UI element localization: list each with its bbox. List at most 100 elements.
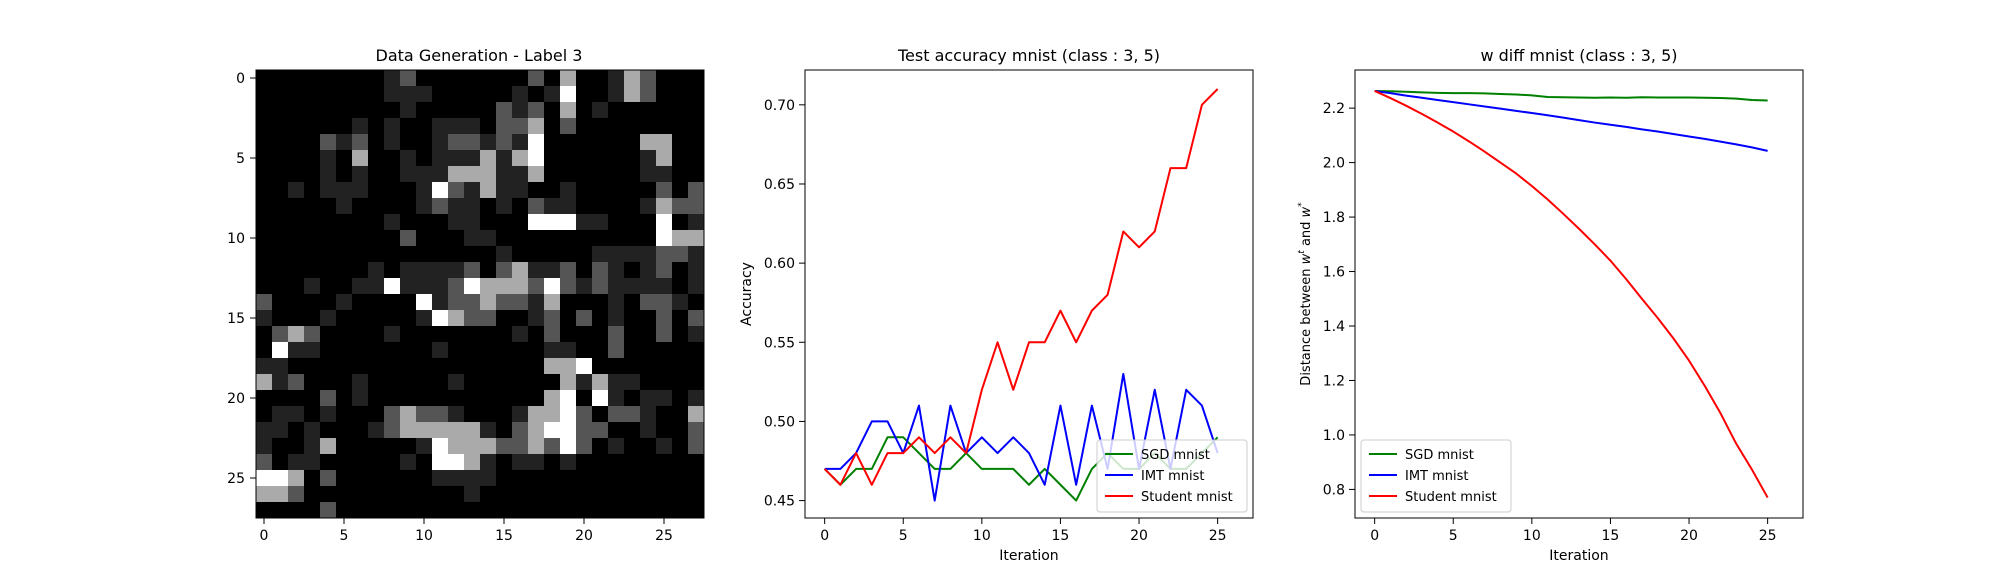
accuracy-y-label: Accuracy [739,262,755,326]
image-pixel [432,342,448,358]
image-pixel [528,454,544,470]
image-pixel [256,438,272,454]
image-pixel [560,102,576,118]
image-pixel [512,262,528,278]
wdiff-y-tick-label: 0.8 [1323,482,1345,498]
accuracy-y-tick-label: 0.55 [764,335,795,351]
image-pixel [320,182,336,198]
image-pixel [640,278,656,294]
wdiff-x-tick-label: 5 [1449,528,1458,544]
image-pixel [688,390,704,406]
image-pixel [624,374,640,390]
image-pixel [480,278,496,294]
image-pixel [480,230,496,246]
image-pixel [480,470,496,486]
image-pixel [464,486,480,502]
wdiff-legend: SGD mnist IMT mnist Student mnist [1360,439,1512,513]
image-pixel [496,150,512,166]
image-pixel [288,486,304,502]
image-pixel [432,406,448,422]
image-pixel [320,390,336,406]
wdiff-legend-box [1360,439,1512,513]
image-pixel [672,246,688,262]
image-pixel [400,454,416,470]
image-pixel [528,134,544,150]
image-pixel [528,438,544,454]
image-pixel [656,310,672,326]
image-pixel [544,342,560,358]
image-pixel [656,182,672,198]
image-pixel [496,198,512,214]
image-pixel [448,470,464,486]
image-pixel [448,134,464,150]
wdiff-y-tick-label: 2.2 [1323,101,1345,117]
image-pixel [416,182,432,198]
accuracy-ticks: 0 5 10 15 20 25 0.45 0.50 0.55 0.60 0.65 0.70 [764,98,1227,544]
image-pixel [688,182,704,198]
image-pixel [672,294,688,310]
accuracy-frame [804,69,1254,519]
image-frame [255,69,705,519]
image-pixel [496,438,512,454]
image-pixel [608,438,624,454]
image-pixel [432,454,448,470]
accuracy-y-tick-label: 0.65 [764,177,795,193]
image-x-tick-label: 10 [415,528,433,544]
image-pixel [496,246,512,262]
image-pixel [288,470,304,486]
image-pixel [576,438,592,454]
image-pixel [496,166,512,182]
image-pixel [288,374,304,390]
image-pixel [528,70,544,86]
image-pixel [528,310,544,326]
image-pixel [384,278,400,294]
image-pixel [592,246,608,262]
image-pixel [272,486,288,502]
image-pixel [464,310,480,326]
image-pixel [464,262,480,278]
image-pixel [512,454,528,470]
image-pixel [432,150,448,166]
image-pixel [576,310,592,326]
image-pixel [480,294,496,310]
image-pixel [592,278,608,294]
image-pixel [560,262,576,278]
image-pixel [464,150,480,166]
image-pixel [576,278,592,294]
image-pixel [416,310,432,326]
image-pixel [672,230,688,246]
image-pixel [432,198,448,214]
image-pixel [544,214,560,230]
image-pixel [560,70,576,86]
image-pixel [640,294,656,310]
image-pixel [448,374,464,390]
image-pixel [416,198,432,214]
image-pixel [464,438,480,454]
image-pixel [528,262,544,278]
image-panel: Data Generation - Label 3 0 5 10 15 20 25 0 5 1… [227,46,705,544]
image-pixel [560,182,576,198]
accuracy-line-1 [824,372,1219,502]
image-y-ticks: 0 5 10 15 20 25 [227,71,256,487]
image-pixel [656,278,672,294]
image-pixel [448,310,464,326]
image-pixel [688,278,704,294]
image-y-tick-label: 10 [227,231,245,247]
image-pixel [336,182,352,198]
image-pixel [560,214,576,230]
image-pixel [352,182,368,198]
image-pixel [688,406,704,422]
image-pixel [416,278,432,294]
accuracy-x-tick-label: 0 [820,528,829,544]
image-pixel [352,278,368,294]
image-pixel [496,262,512,278]
wdiff-legend-label-1: IMT mnist [1405,469,1469,484]
image-pixel [272,342,288,358]
image-pixel [512,86,528,102]
image-pixel [304,342,320,358]
image-pixel [560,358,576,374]
accuracy-legend-label-2: Student mnist [1141,490,1233,505]
image-pixel [496,102,512,118]
image-pixel [528,150,544,166]
